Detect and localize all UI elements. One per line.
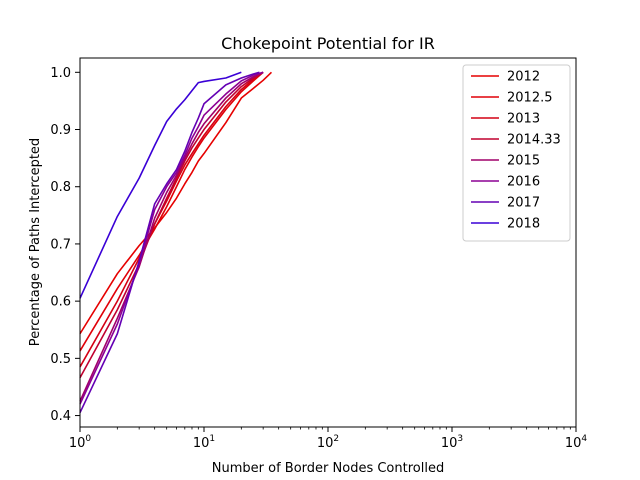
legend-label: 2012.5 bbox=[507, 91, 553, 106]
x-tick-label: 100 bbox=[69, 434, 92, 451]
legend-label: 2013 bbox=[507, 112, 540, 127]
legend-label: 2017 bbox=[507, 196, 540, 211]
legend-box bbox=[462, 64, 571, 242]
y-tick-label: 1.0 bbox=[50, 66, 71, 81]
x-tick-label: 103 bbox=[441, 434, 463, 451]
y-axis-label: Percentage of Paths Intercepted bbox=[28, 138, 43, 346]
series-line-6 bbox=[79, 71, 264, 405]
series-line-7 bbox=[79, 71, 260, 414]
series-line-1 bbox=[79, 71, 273, 335]
y-tick-label: 0.6 bbox=[50, 295, 71, 310]
y-tick-label: 0.9 bbox=[50, 123, 71, 138]
plot-area bbox=[79, 71, 273, 414]
legend-label: 2016 bbox=[507, 175, 540, 190]
series-line-4 bbox=[79, 71, 264, 379]
chart-title: Chokepoint Potential for IR bbox=[221, 34, 435, 53]
legend: 2012 2012.5 2013 2014.33 2015 2016 2017 2018 bbox=[462, 64, 571, 242]
x-axis-label: Number of Border Nodes Controlled bbox=[212, 461, 444, 476]
legend-label: 2018 bbox=[507, 217, 540, 232]
y-tick-label: 0.5 bbox=[50, 352, 71, 367]
x-tick-label: 101 bbox=[193, 434, 215, 451]
legend-label: 2014.33 bbox=[507, 133, 561, 148]
y-tick-label: 0.7 bbox=[50, 237, 71, 252]
y-tick-label: 0.4 bbox=[50, 409, 71, 424]
x-axis: 100 101 102 103 104 bbox=[69, 427, 588, 451]
x-tick-label: 102 bbox=[317, 434, 339, 451]
x-tick-label: 104 bbox=[565, 434, 588, 451]
legend-label: 2015 bbox=[507, 154, 540, 169]
series-line-5 bbox=[79, 71, 264, 402]
legend-label: 2012 bbox=[507, 70, 540, 85]
series-line-8 bbox=[79, 71, 242, 299]
y-tick-label: 0.8 bbox=[50, 180, 71, 195]
y-axis: 0.4 0.5 0.6 0.7 0.8 0.9 1.0 bbox=[50, 66, 80, 424]
